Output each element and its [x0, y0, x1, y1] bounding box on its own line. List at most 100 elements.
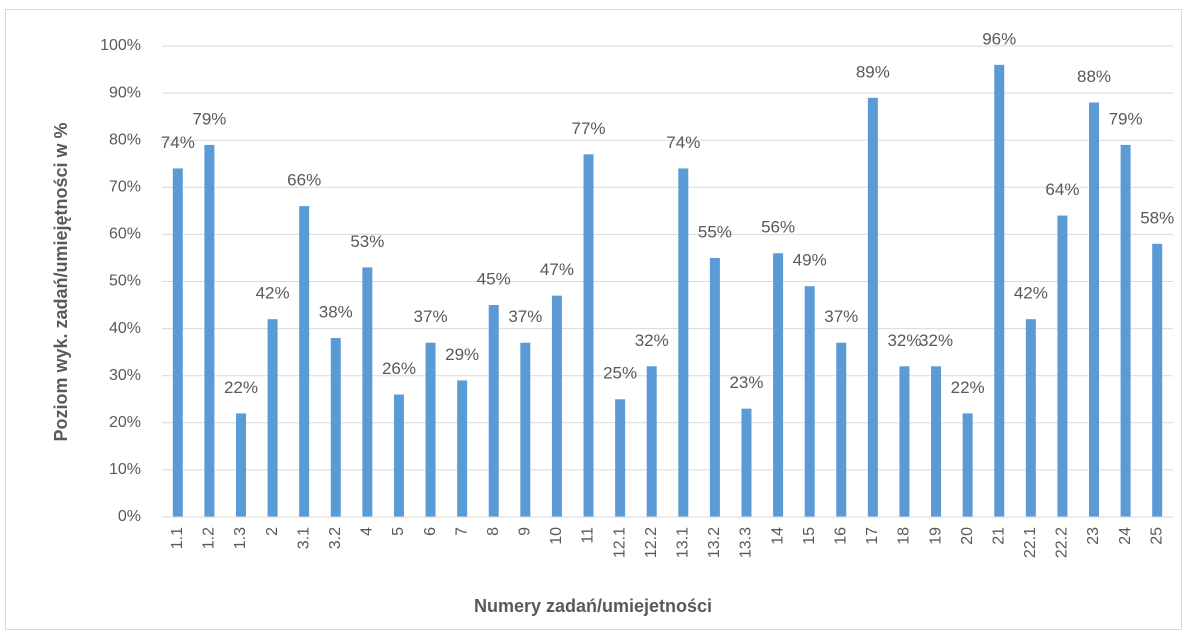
x-tick-label: 21	[990, 527, 1007, 545]
x-tick-label: 13.2	[706, 527, 723, 558]
y-tick-label: 70%	[109, 179, 141, 196]
x-tick-label: 12.1	[611, 527, 628, 558]
bar	[615, 399, 626, 517]
data-label: 23%	[729, 373, 763, 392]
bar	[836, 342, 847, 517]
bar	[646, 366, 657, 517]
bar	[773, 253, 784, 518]
x-tick-label: 14	[769, 527, 786, 545]
x-tick-label: 22.2	[1054, 527, 1071, 558]
y-tick-label: 0%	[118, 508, 141, 525]
x-tick-label: 13.1	[675, 527, 692, 558]
data-label: 55%	[698, 222, 732, 241]
y-tick-label: 90%	[109, 84, 141, 101]
data-label: 58%	[1140, 208, 1174, 227]
x-tick-label: 16	[832, 527, 849, 545]
data-label: 37%	[824, 307, 858, 326]
data-label: 32%	[635, 331, 669, 350]
bar	[457, 380, 468, 517]
bar	[551, 295, 562, 517]
bar	[488, 305, 499, 517]
data-label: 42%	[1014, 284, 1048, 303]
bar	[741, 408, 752, 517]
bar	[709, 257, 720, 517]
data-label: 79%	[192, 109, 226, 128]
x-tick-label: 23	[1085, 527, 1102, 545]
bar	[1025, 319, 1036, 517]
bar	[235, 413, 246, 517]
bar	[1057, 215, 1068, 517]
x-axis-title: Numery zadań/umiejetności	[474, 596, 712, 616]
bar	[867, 97, 878, 517]
data-label: 47%	[540, 260, 574, 279]
y-tick-label: 80%	[109, 131, 141, 148]
y-tick-label: 50%	[109, 273, 141, 290]
x-tick-label: 1.1	[169, 527, 186, 549]
x-tick-label: 12.2	[643, 527, 660, 558]
y-tick-label: 60%	[109, 226, 141, 243]
y-tick-label: 40%	[109, 320, 141, 337]
x-tick-label: 19	[927, 527, 944, 545]
bar	[962, 413, 973, 517]
data-label: 26%	[382, 359, 416, 378]
bar	[204, 144, 215, 517]
data-label: 88%	[1077, 67, 1111, 86]
x-tick-label: 10	[548, 527, 565, 545]
y-tick-label: 20%	[109, 414, 141, 431]
data-label: 29%	[445, 345, 479, 364]
data-label: 45%	[477, 270, 511, 289]
data-label: 96%	[982, 29, 1016, 48]
x-tick-label: 11	[580, 527, 597, 544]
bar	[1089, 102, 1100, 518]
bar	[330, 338, 341, 517]
x-tick-label: 3.2	[327, 527, 344, 549]
data-label: 49%	[793, 251, 827, 270]
x-tick-label: 7	[453, 527, 470, 536]
y-axis-title: Poziom wyk. zadań/umiejętności w %	[51, 122, 71, 441]
x-tick-label: 2	[264, 527, 281, 536]
y-tick-label: 30%	[109, 367, 141, 384]
bar	[678, 168, 689, 517]
bar	[172, 168, 183, 517]
bar	[362, 267, 373, 517]
data-label: 64%	[1045, 180, 1079, 199]
data-label: 42%	[256, 284, 290, 303]
bar	[899, 366, 910, 517]
x-tick-label: 15	[801, 527, 818, 545]
bar	[583, 154, 594, 517]
x-tick-label: 25	[1148, 527, 1165, 545]
x-tick-label: 5	[390, 527, 407, 536]
bar	[1152, 243, 1163, 517]
data-label: 74%	[161, 133, 195, 152]
bar	[299, 206, 310, 517]
data-label: 56%	[761, 218, 795, 237]
x-tick-label: 9	[517, 527, 534, 536]
x-tick-label: 6	[422, 527, 439, 536]
x-tick-label: 22.1	[1022, 527, 1039, 558]
x-tick-label: 24	[1117, 527, 1134, 545]
data-label: 32%	[887, 331, 921, 350]
data-label: 77%	[572, 119, 606, 138]
data-label: 53%	[350, 232, 384, 251]
x-tick-label: 13.3	[738, 527, 755, 558]
bar	[267, 319, 278, 517]
data-label: 25%	[603, 364, 637, 383]
data-label: 89%	[856, 62, 890, 81]
data-label: 32%	[919, 331, 953, 350]
x-tick-label: 1.2	[201, 527, 218, 549]
x-tick-label: 8	[485, 527, 502, 536]
x-tick-label: 3.1	[295, 527, 312, 549]
data-label: 79%	[1109, 109, 1143, 128]
data-label: 22%	[951, 378, 985, 397]
y-tick-label: 100%	[100, 37, 141, 54]
bar	[804, 286, 815, 517]
data-label: 22%	[224, 378, 258, 397]
y-tick-label: 10%	[109, 461, 141, 478]
bar	[520, 342, 531, 517]
x-tick-label: 18	[896, 527, 913, 545]
data-label: 37%	[414, 307, 448, 326]
bar	[425, 342, 436, 517]
data-label: 37%	[508, 307, 542, 326]
x-tick-label: 1.3	[232, 527, 249, 549]
